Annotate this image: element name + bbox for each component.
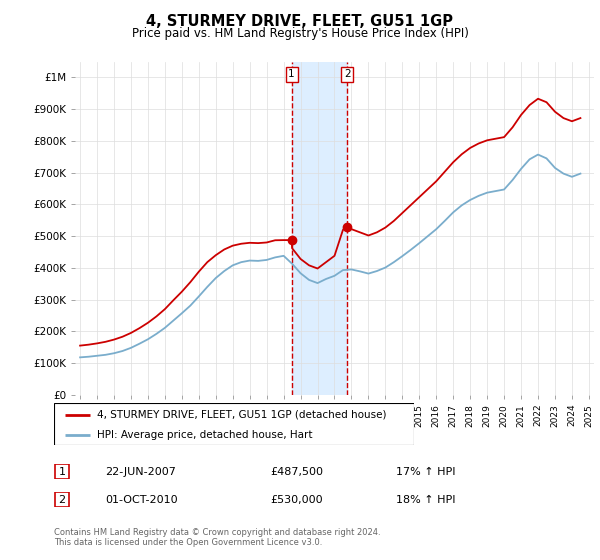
Text: £530,000: £530,000 <box>270 494 323 505</box>
Text: 18% ↑ HPI: 18% ↑ HPI <box>396 494 455 505</box>
Text: £487,500: £487,500 <box>270 466 323 477</box>
Text: 1: 1 <box>288 69 295 80</box>
Text: 4, STURMEY DRIVE, FLEET, GU51 1GP (detached house): 4, STURMEY DRIVE, FLEET, GU51 1GP (detac… <box>97 410 387 420</box>
Text: 01-OCT-2010: 01-OCT-2010 <box>105 494 178 505</box>
Bar <box>292 62 347 395</box>
Text: 4, STURMEY DRIVE, FLEET, GU51 1GP: 4, STURMEY DRIVE, FLEET, GU51 1GP <box>146 14 454 29</box>
Text: 22-JUN-2007: 22-JUN-2007 <box>105 466 176 477</box>
Text: 2: 2 <box>344 69 350 80</box>
Text: Contains HM Land Registry data © Crown copyright and database right 2024.
This d: Contains HM Land Registry data © Crown c… <box>54 528 380 547</box>
Text: Price paid vs. HM Land Registry's House Price Index (HPI): Price paid vs. HM Land Registry's House … <box>131 27 469 40</box>
Text: 2: 2 <box>58 494 65 505</box>
Text: 17% ↑ HPI: 17% ↑ HPI <box>396 466 455 477</box>
Text: 1: 1 <box>58 466 65 477</box>
Text: HPI: Average price, detached house, Hart: HPI: Average price, detached house, Hart <box>97 430 313 440</box>
